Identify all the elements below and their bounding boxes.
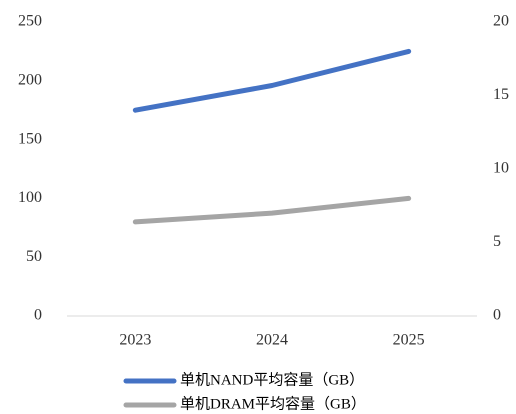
- y-tick-label: 100: [18, 189, 42, 206]
- y-tick-label: 0: [34, 307, 42, 324]
- y2-tick-label: 5: [493, 233, 501, 250]
- series-line: [132, 195, 412, 225]
- y2-tick-label: 10: [493, 160, 509, 177]
- y-tick-label: 200: [18, 71, 42, 88]
- y2-tick-label: 0: [493, 307, 501, 324]
- x-tick-label: 2023: [119, 332, 151, 349]
- y-tick-label: 50: [26, 248, 42, 265]
- y-tick-label: 250: [18, 13, 42, 30]
- x-tick-label: 2025: [393, 332, 425, 349]
- series-line: [132, 48, 412, 113]
- x-tick-label: 2024: [256, 332, 288, 349]
- legend-label: 单机DRAM平均容量（GB）: [180, 395, 366, 412]
- y2-tick-label: 20: [493, 13, 509, 30]
- y-tick-label: 150: [18, 130, 42, 147]
- y2-tick-label: 15: [493, 86, 509, 103]
- legend-label: 单机NAND平均容量（GB）: [180, 371, 364, 388]
